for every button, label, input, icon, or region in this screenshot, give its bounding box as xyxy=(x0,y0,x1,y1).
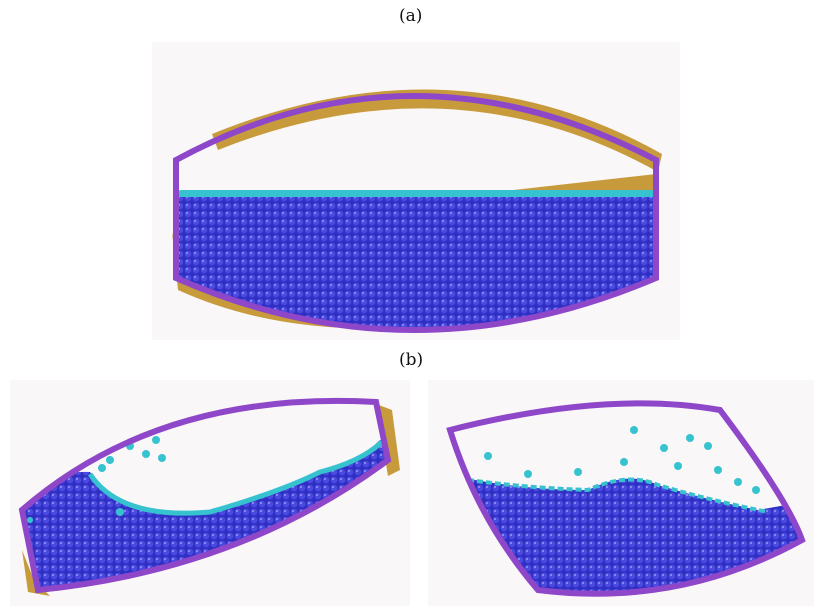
wall-shadow-lower xyxy=(22,550,50,596)
ejected-particles xyxy=(27,436,166,523)
panel-a xyxy=(152,42,680,340)
simulation-image-a xyxy=(172,89,662,333)
wall-shadow xyxy=(212,89,662,172)
particle-bed xyxy=(176,196,656,330)
container-wall xyxy=(18,397,392,594)
surface-particle-row xyxy=(467,477,769,514)
panel-b-right xyxy=(428,380,814,606)
particle-bed xyxy=(22,440,388,590)
figure-label-b: (b) xyxy=(399,350,424,370)
panel-b-left xyxy=(10,380,410,606)
surface-particle-row xyxy=(178,190,656,197)
container-wall xyxy=(446,400,806,597)
simulation-image-b-right xyxy=(446,400,806,597)
container-wall xyxy=(173,93,659,333)
figure-label-a: (a) xyxy=(399,6,423,26)
surface-particle-row xyxy=(87,440,384,516)
ejected-particles xyxy=(484,426,760,494)
simulation-image-b-left xyxy=(18,397,400,596)
